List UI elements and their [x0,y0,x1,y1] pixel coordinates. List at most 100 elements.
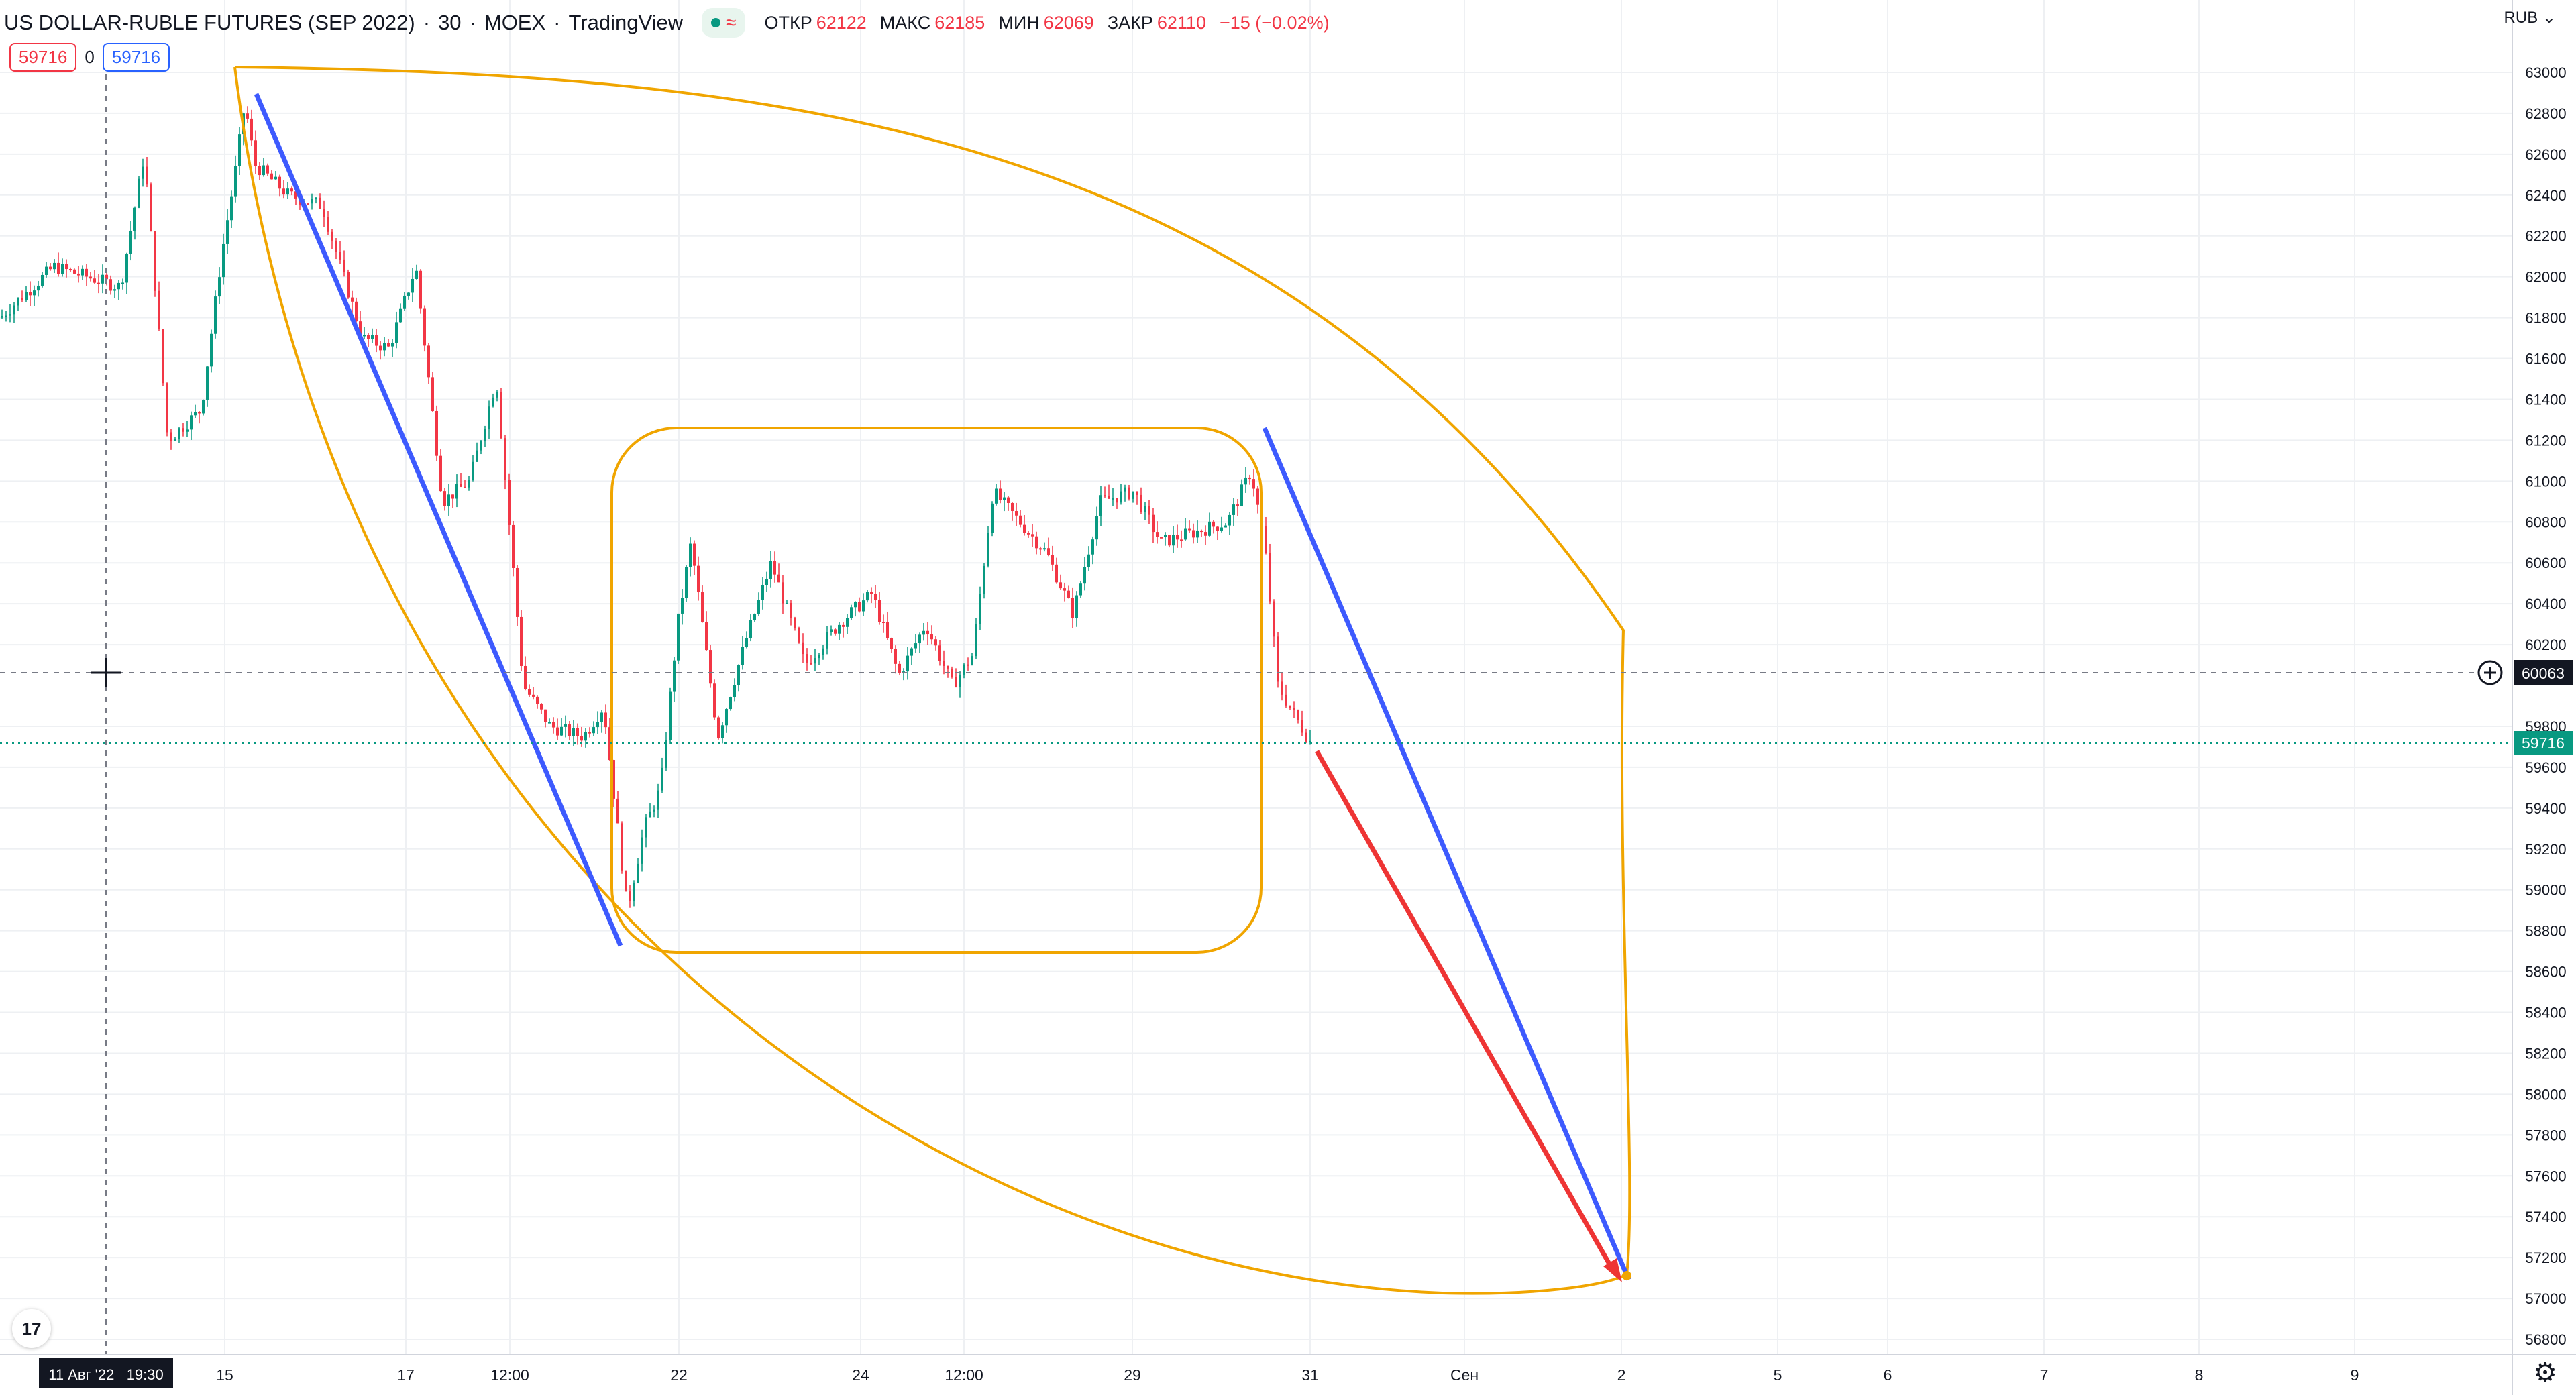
forecast-arrow[interactable] [1314,750,1616,1272]
candle-body [794,618,796,628]
candle-body [862,600,865,612]
candle-body [1224,525,1227,528]
candle-body [1196,530,1199,538]
candle-body [49,266,52,270]
candle-body [1140,494,1142,512]
candle-body [830,629,833,632]
candle-body [1136,491,1138,495]
candle-body [403,295,406,309]
lower-arc-drawing[interactable] [233,66,1628,1295]
candle-body [158,290,160,329]
candle-body [1091,539,1094,555]
candle-body [1256,488,1259,505]
candle-body [488,406,490,429]
candle-body [142,166,144,179]
candle-body [1220,527,1223,531]
candle-body [399,308,402,323]
candle-body [1011,503,1014,512]
symbol-name[interactable]: US DOLLAR-RUBLE FUTURES (SEP 2022) [4,11,415,34]
candle-body [286,188,289,195]
currency-selector[interactable]: RUB ⌄ [2504,8,2556,27]
price-scale-label: 63000 [2525,64,2566,81]
candle-body [363,335,366,337]
price-scale-label: 58400 [2525,1005,2566,1021]
price-scale-label: 57400 [2525,1209,2566,1225]
time-scale-label: 8 [2195,1366,2204,1384]
price-scale-label: 56800 [2525,1331,2566,1348]
candle-body [689,543,692,567]
tradingview-logo-icon[interactable]: 17 [12,1309,51,1348]
candle-body [741,647,744,665]
candle-body [790,602,792,618]
price-scale-label: 57600 [2525,1168,2566,1184]
market-status[interactable]: ≈ [702,8,746,38]
candle-body [25,292,28,300]
candle-body [198,412,201,414]
candle-body [508,480,511,525]
candle-body [1027,533,1030,535]
candle-body [842,624,845,627]
candle-body [906,655,909,672]
candle-body [1208,521,1211,536]
candle-body [1116,498,1118,503]
candle-body [1240,484,1243,506]
candle-body [9,314,11,316]
candle-body [536,696,539,704]
spread-value: 0 [85,47,95,67]
header-separator: · [469,11,476,34]
right-down-trend-line[interactable] [1262,427,1631,1281]
candle-body [677,613,680,661]
candle-body [552,722,555,728]
candle-body [1124,487,1126,492]
candle-body [1148,506,1150,515]
candle-body [1216,526,1219,531]
candle-body [761,585,764,600]
symbol-header: US DOLLAR-RUBLE FUTURES (SEP 2022) · 30 … [4,5,1339,40]
candle-body [1059,582,1062,589]
candle-body [150,184,152,231]
candle-body [214,296,217,334]
sell-button[interactable]: 59716 [9,43,77,72]
candle-body [1265,525,1267,553]
candle-body [955,677,957,687]
candle-body [129,230,132,254]
candle-body [1128,487,1130,499]
time-scale-label: 24 [852,1366,869,1384]
candle-body [580,736,583,741]
price-scale-label: 58800 [2525,923,2566,940]
delayed-data-icon: ≈ [726,12,737,33]
chevron-down-icon: ⌄ [2542,9,2556,27]
price-scale-label: 60400 [2525,596,2566,612]
price-scale-label: 62600 [2525,146,2566,163]
candle-body [1232,504,1235,515]
buy-button[interactable]: 59716 [102,43,170,72]
candle-body [1289,705,1291,708]
gear-icon[interactable]: ⚙ [2533,1358,2557,1388]
price-scale-label: 61400 [2525,391,2566,408]
range-box-drawing[interactable] [610,427,1263,954]
candle-body [1285,694,1287,706]
drawing-anchor[interactable] [1622,1271,1631,1280]
candle-body [943,661,945,666]
logo-text: 17 [21,1318,42,1339]
candle-body [528,689,531,695]
candle-body [592,727,595,734]
interval-label[interactable]: 30 [438,11,462,34]
price-scale-label: 58200 [2525,1045,2566,1062]
candle-body [524,665,527,689]
candle-body [1083,567,1086,584]
close-value: 62110 [1157,12,1206,33]
left-down-trend-line[interactable] [254,93,623,947]
candle-body [576,727,579,736]
candle-body [81,268,84,276]
upper-arc-drawing[interactable] [234,66,1631,1275]
candle-body [29,292,32,296]
price-scale[interactable]: 63000 62800 62600 62400 62200 62000 61800 61600… [2525,64,2566,1348]
candle-body [874,594,877,600]
time-scale[interactable]: 15 17 12:00 22 24 12:00 29 31 Сен 2 5 6 7 8 9 [216,1366,2359,1384]
candle-body [311,199,313,204]
candle-body [532,694,535,697]
candle-body [826,632,828,649]
candle-body [202,400,205,414]
